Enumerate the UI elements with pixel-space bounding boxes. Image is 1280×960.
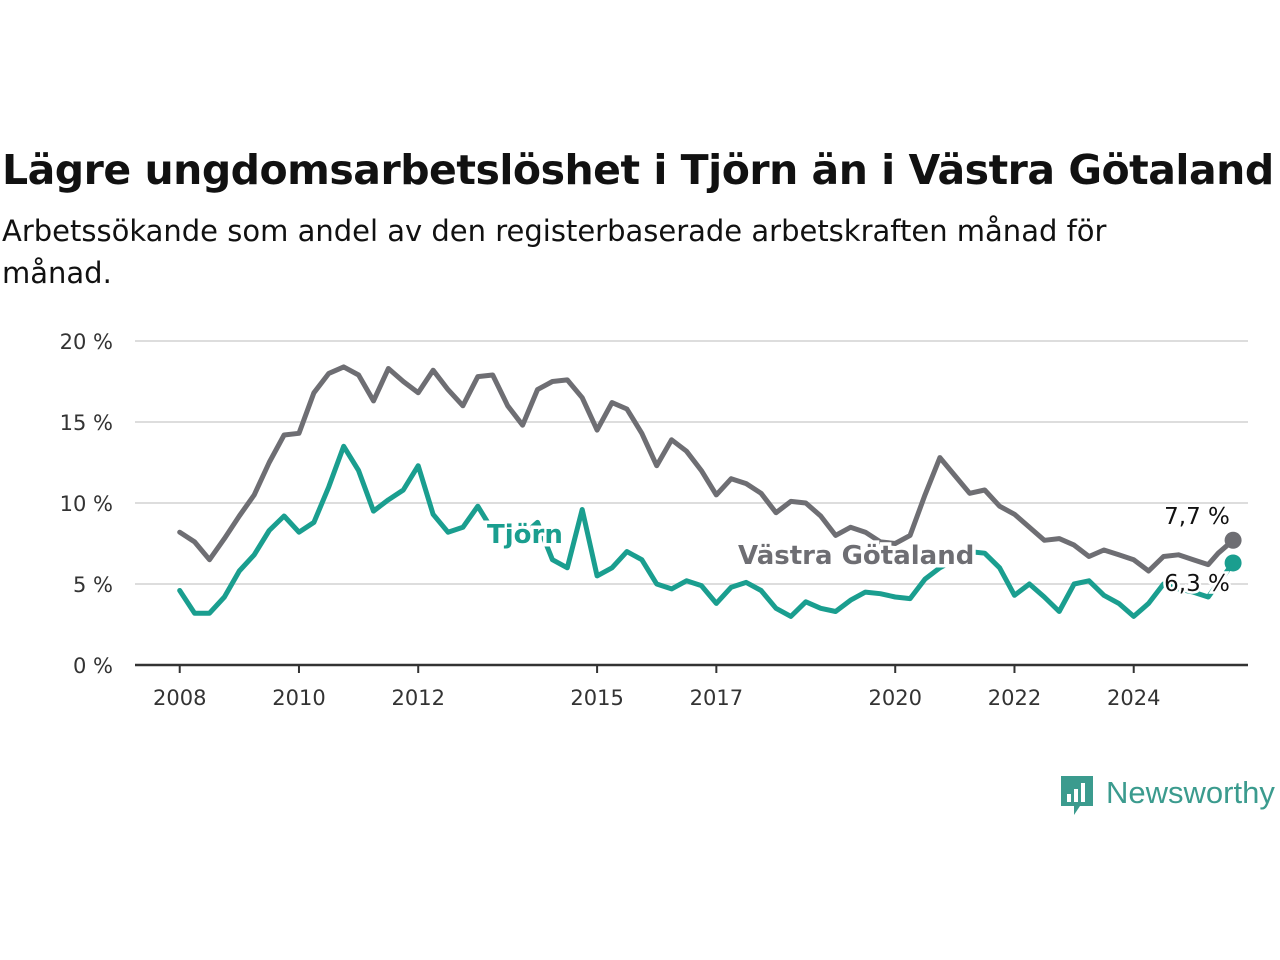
series-label-tjorn: Tjörn: [487, 520, 563, 550]
x-tick-label: 2015: [570, 686, 623, 710]
y-tick-label: 5 %: [73, 573, 113, 597]
newsworthy-logo: Newsworthy: [1058, 773, 1280, 819]
series-labels: Tjörn Västra Götaland 7,7 % 6,3 %: [484, 502, 1233, 600]
end-point-vastra-gotaland: [1224, 531, 1242, 549]
series-line-vastra-gotaland: [177, 364, 1236, 574]
series-label-vastra-gotaland: Västra Götaland: [738, 541, 974, 571]
series-lines: [177, 364, 1242, 619]
chart-subtitle: Arbetssökande som andel av den registerb…: [2, 214, 1107, 290]
series-line-tjorn: [177, 443, 1236, 619]
x-tick-label: 2012: [391, 686, 444, 710]
x-tick-label: 2024: [1107, 686, 1160, 710]
y-axis-ticks: 0 % 5 % 10 % 15 % 20 %: [60, 330, 113, 678]
y-tick-label: 20 %: [60, 330, 113, 354]
end-label-tjorn: 6,3 %: [1164, 571, 1230, 597]
x-axis: 2008 2010 2012 2015 2017 2020 2022 2024: [135, 663, 1248, 710]
x-tick-label: 2008: [153, 686, 206, 710]
chart-title: Lägre ungdomsarbetslöshet i Tjörn än i V…: [2, 146, 1274, 194]
end-label-vastra-gotaland: 7,7 %: [1164, 504, 1230, 530]
y-tick-label: 0 %: [73, 654, 113, 678]
y-tick-label: 10 %: [60, 492, 113, 516]
x-tick-label: 2010: [272, 686, 325, 710]
x-tick-label: 2017: [690, 686, 743, 710]
y-tick-label: 15 %: [60, 411, 113, 435]
end-point-tjorn: [1224, 554, 1242, 572]
x-tick-label: 2022: [988, 686, 1041, 710]
x-tick-label: 2020: [868, 686, 921, 710]
newsworthy-chart-bubble-icon: [1061, 776, 1093, 815]
logo-text: Newsworthy: [1106, 775, 1275, 810]
